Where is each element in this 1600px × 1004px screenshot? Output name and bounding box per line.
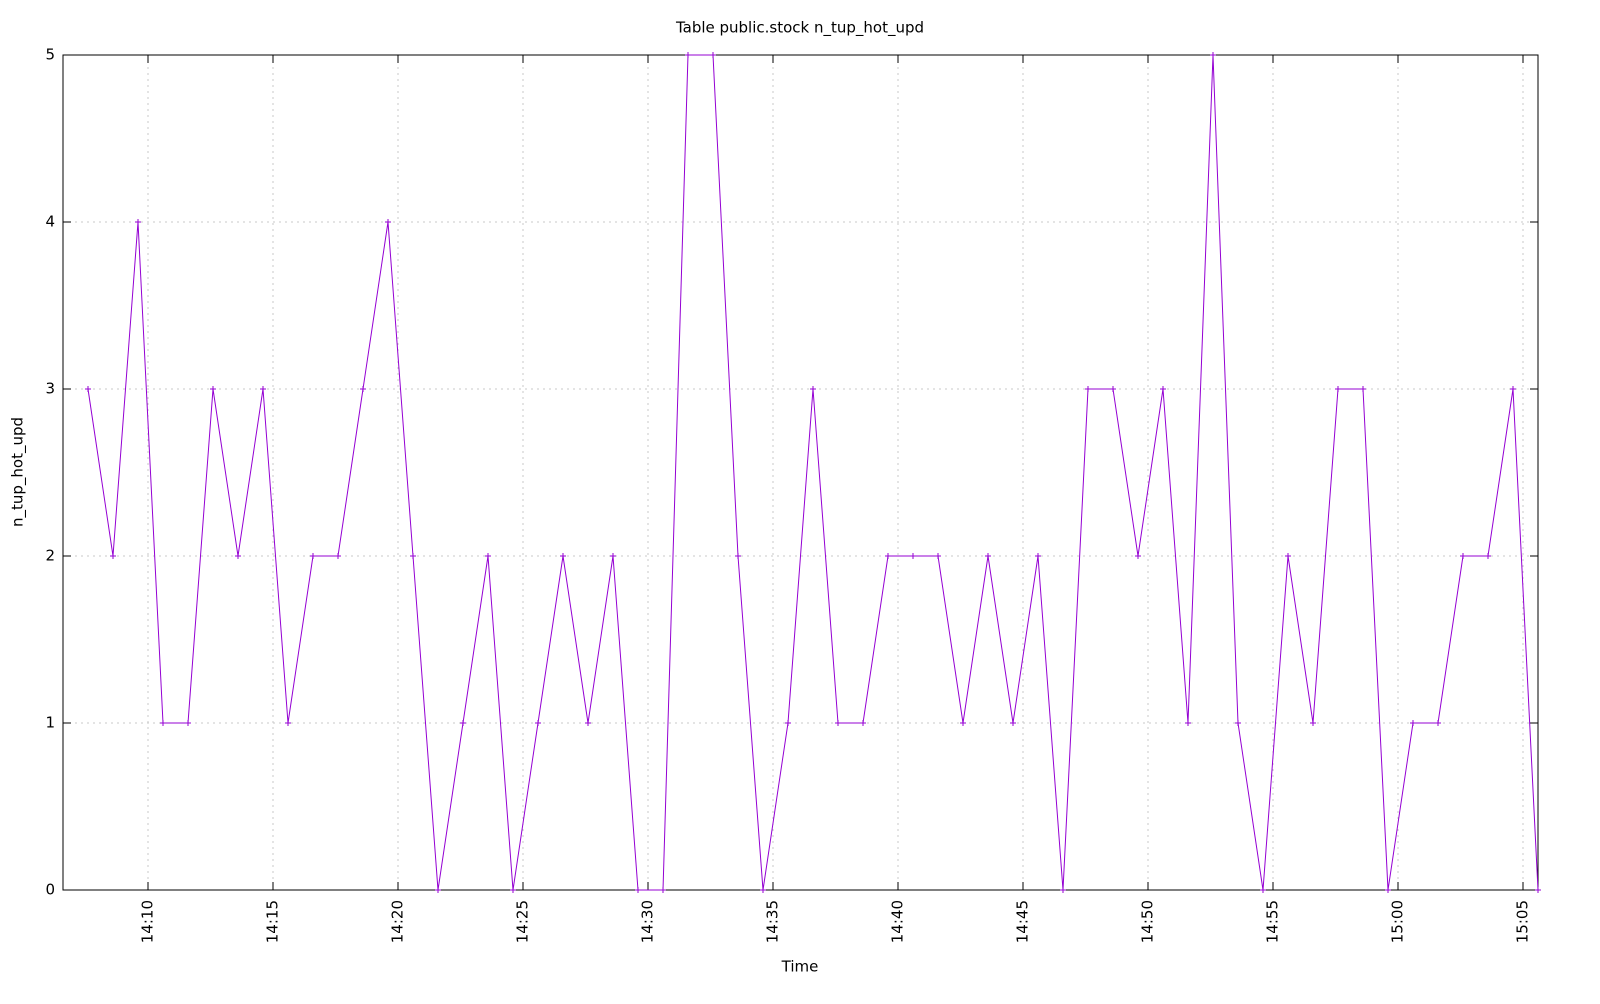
point-marker bbox=[1385, 887, 1391, 893]
point-marker bbox=[1160, 386, 1166, 392]
point-marker bbox=[560, 553, 566, 559]
x-tick-label: 14:20 bbox=[389, 900, 407, 943]
chart-title: Table public.stock n_tup_hot_upd bbox=[675, 19, 924, 38]
point-marker bbox=[1285, 553, 1291, 559]
point-marker bbox=[1410, 720, 1416, 726]
point-marker bbox=[735, 553, 741, 559]
x-tick-label: 14:10 bbox=[139, 900, 157, 943]
x-tick-label: 14:30 bbox=[639, 900, 657, 943]
point-marker bbox=[760, 887, 766, 893]
point-marker bbox=[85, 386, 91, 392]
x-tick-label: 15:05 bbox=[1514, 900, 1532, 943]
point-marker bbox=[1060, 887, 1066, 893]
x-axis-label: Time bbox=[781, 958, 819, 976]
point-marker bbox=[585, 720, 591, 726]
point-marker bbox=[210, 386, 216, 392]
x-tick-label: 14:50 bbox=[1139, 900, 1157, 943]
x-tick-label: 14:35 bbox=[764, 900, 782, 943]
point-marker bbox=[535, 720, 541, 726]
point-marker bbox=[135, 219, 141, 225]
point-marker bbox=[1035, 553, 1041, 559]
point-marker bbox=[285, 720, 291, 726]
point-marker bbox=[610, 553, 616, 559]
data-line bbox=[87, 54, 1539, 891]
x-tick-label: 14:45 bbox=[1014, 900, 1032, 943]
point-marker bbox=[1510, 386, 1516, 392]
point-marker bbox=[235, 553, 241, 559]
point-marker bbox=[185, 720, 191, 726]
point-marker bbox=[1485, 553, 1491, 559]
point-marker bbox=[1310, 720, 1316, 726]
point-marker bbox=[835, 720, 841, 726]
point-marker bbox=[1435, 720, 1441, 726]
y-axis-label: n_tup_hot_upd bbox=[9, 417, 28, 527]
point-marker bbox=[1360, 386, 1366, 392]
point-marker bbox=[1260, 887, 1266, 893]
point-marker bbox=[635, 887, 641, 893]
point-marker bbox=[685, 52, 691, 58]
x-tick-label: 14:25 bbox=[514, 900, 532, 943]
x-tick-label: 15:00 bbox=[1389, 900, 1407, 943]
point-marker bbox=[360, 386, 366, 392]
point-marker bbox=[460, 720, 466, 726]
point-marker bbox=[435, 887, 441, 893]
point-marker bbox=[960, 720, 966, 726]
point-marker bbox=[1110, 386, 1116, 392]
point-marker bbox=[160, 720, 166, 726]
point-marker bbox=[1185, 720, 1191, 726]
point-marker bbox=[660, 887, 666, 893]
plot-border bbox=[62, 54, 1539, 891]
y-tick-label: 4 bbox=[45, 213, 55, 231]
point-marker bbox=[335, 553, 341, 559]
point-marker bbox=[860, 720, 866, 726]
point-marker bbox=[1210, 52, 1216, 58]
y-tick-label: 5 bbox=[45, 46, 55, 64]
y-tick-label: 0 bbox=[45, 881, 55, 899]
y-tick-label: 1 bbox=[45, 714, 55, 732]
x-tick-label: 14:15 bbox=[264, 900, 282, 943]
point-marker bbox=[985, 553, 991, 559]
point-marker bbox=[810, 386, 816, 392]
point-marker bbox=[410, 553, 416, 559]
x-tick-label: 14:55 bbox=[1264, 900, 1282, 943]
point-marker bbox=[485, 553, 491, 559]
point-marker bbox=[1235, 720, 1241, 726]
point-marker bbox=[1085, 386, 1091, 392]
point-marker bbox=[1135, 553, 1141, 559]
point-marker bbox=[1335, 386, 1341, 392]
point-marker bbox=[885, 553, 891, 559]
point-marker bbox=[1460, 553, 1466, 559]
point-marker bbox=[310, 553, 316, 559]
y-tick-label: 3 bbox=[45, 380, 55, 398]
point-marker bbox=[710, 52, 716, 58]
point-marker bbox=[935, 553, 941, 559]
point-marker bbox=[1010, 720, 1016, 726]
point-marker bbox=[385, 219, 391, 225]
y-tick-label: 2 bbox=[45, 547, 55, 565]
point-marker bbox=[510, 887, 516, 893]
point-marker bbox=[110, 553, 116, 559]
point-marker bbox=[1535, 887, 1541, 893]
x-tick-label: 14:40 bbox=[889, 900, 907, 943]
point-marker bbox=[260, 386, 266, 392]
point-marker bbox=[785, 720, 791, 726]
point-marker bbox=[910, 553, 916, 559]
